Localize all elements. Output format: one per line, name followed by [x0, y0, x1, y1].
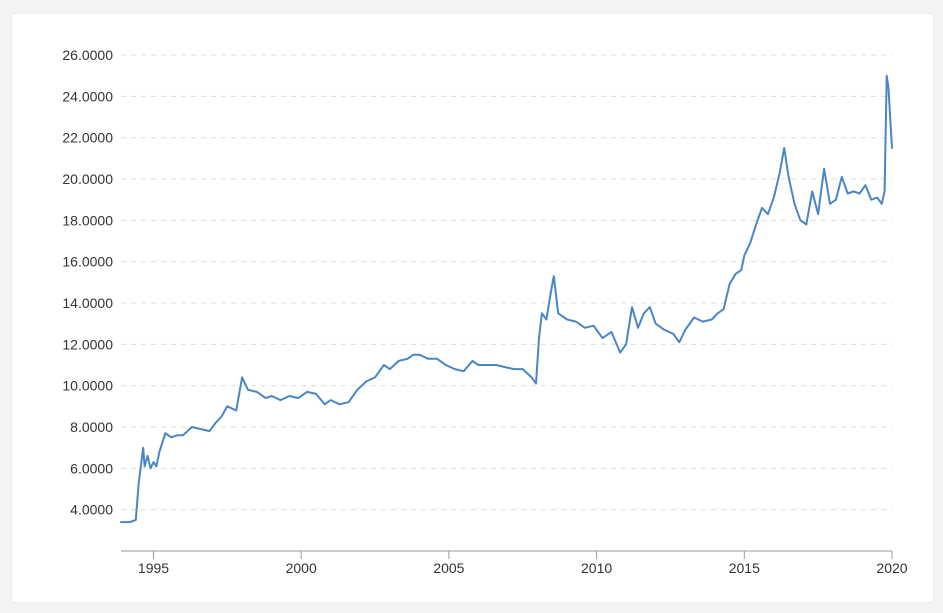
y-tick-label: 22.0000 — [62, 130, 113, 146]
x-axis — [121, 550, 893, 559]
x-axis-tick-labels: 1995 2000 2005 2010 2015 2020 — [138, 560, 908, 576]
series-layer — [120, 74, 893, 524]
y-tick-label: 16.0000 — [62, 254, 113, 270]
x-tick-label: 2005 — [433, 560, 464, 576]
series-line — [120, 74, 893, 524]
y-tick-label: 20.0000 — [62, 171, 113, 187]
y-tick-label: 24.0000 — [62, 88, 113, 104]
y-tick-label: 8.0000 — [70, 419, 113, 435]
x-tick-label: 2020 — [876, 560, 907, 576]
x-tick-label: 1995 — [138, 560, 169, 576]
y-axis-tick-labels: 4.0000 6.0000 8.0000 10.0000 12.0000 14.0000 1… — [62, 47, 113, 518]
y-tick-label: 12.0000 — [62, 336, 113, 352]
y-tick-label: 26.0000 — [62, 47, 113, 63]
x-tick-label: 2010 — [581, 560, 612, 576]
x-tick-label: 2000 — [286, 560, 317, 576]
x-tick-label: 2015 — [729, 560, 760, 576]
grid-lines — [121, 54, 892, 511]
y-tick-label: 14.0000 — [62, 295, 113, 311]
chart-panel — [12, 14, 933, 602]
y-tick-label: 10.0000 — [62, 378, 113, 394]
y-tick-label: 18.0000 — [62, 212, 113, 228]
y-tick-label: 6.0000 — [70, 460, 113, 476]
y-tick-label: 4.0000 — [70, 502, 113, 518]
